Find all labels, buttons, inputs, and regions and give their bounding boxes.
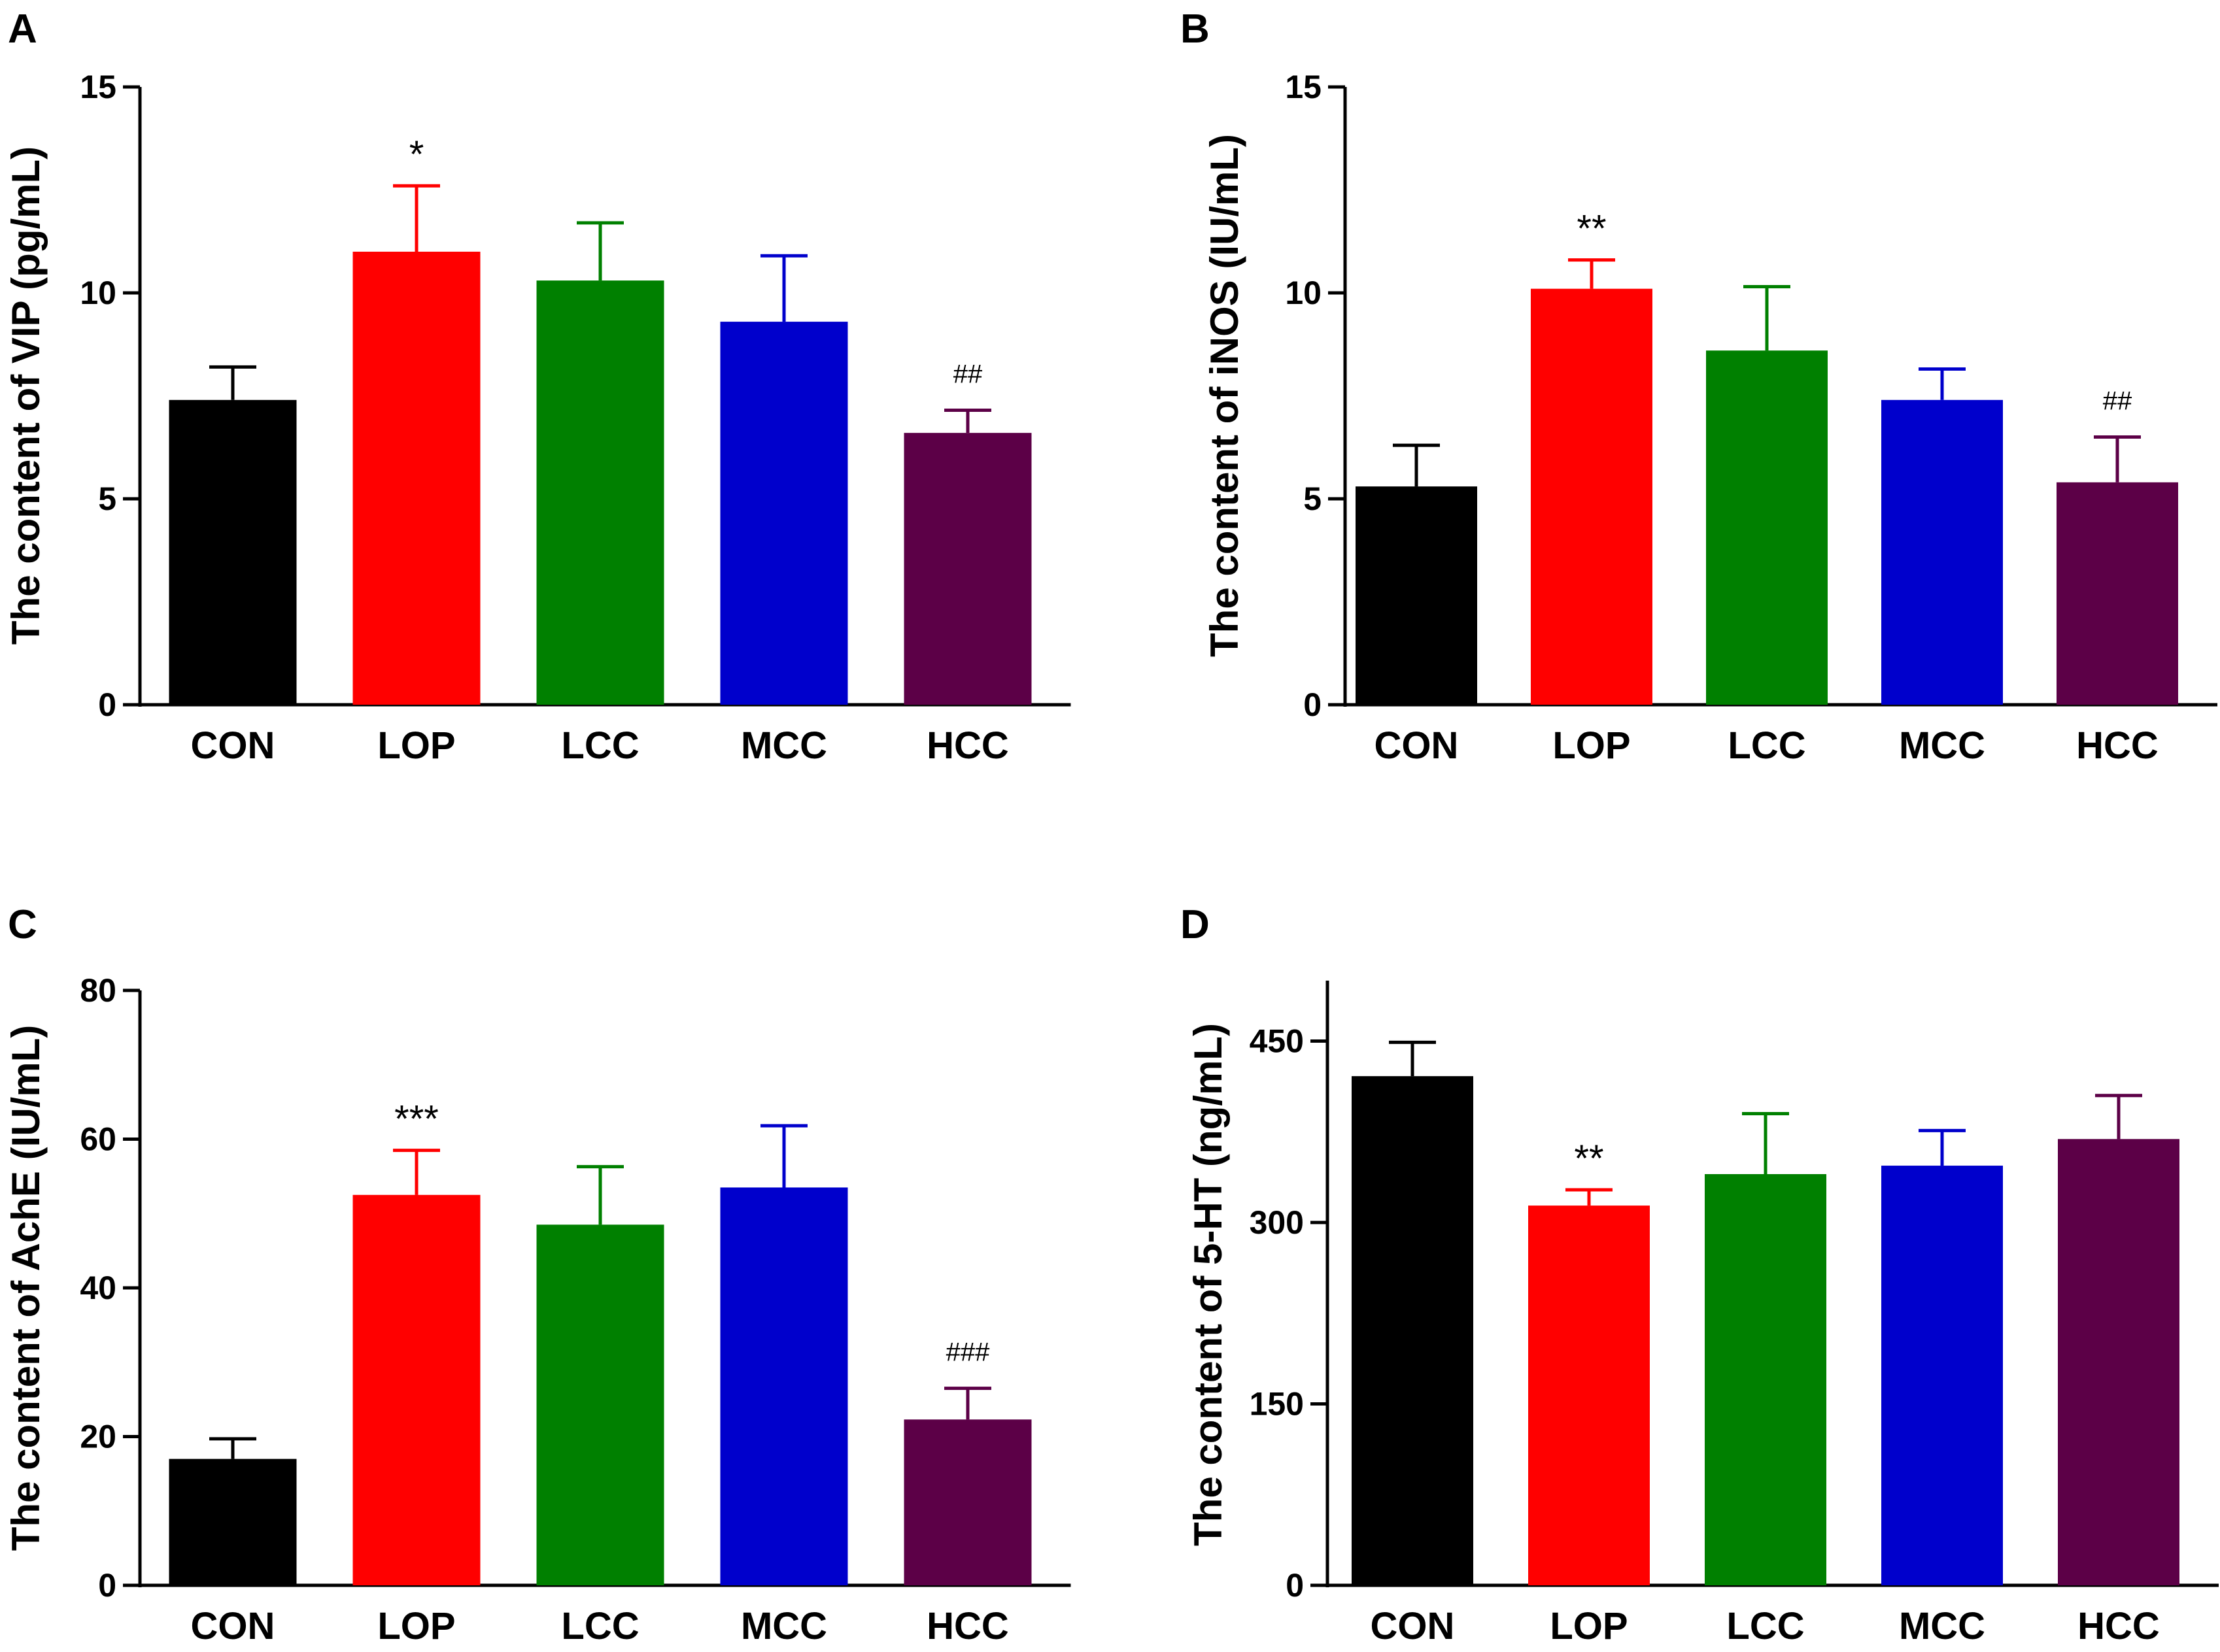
bar-lcc — [536, 280, 664, 705]
x-tick-label: LOP — [1552, 724, 1630, 767]
x-tick-label: CON — [1375, 724, 1459, 767]
bar-con — [169, 1458, 297, 1585]
y-tick-label: 20 — [80, 1419, 116, 1455]
panel-letter: A — [8, 7, 37, 52]
bar-mcc — [1881, 1166, 2003, 1585]
panel-letter: B — [1180, 7, 1210, 52]
x-tick-label: HCC — [2076, 724, 2159, 767]
x-tick-label: LCC — [561, 1605, 639, 1647]
x-tick-label: LOP — [377, 724, 455, 767]
y-axis-title: The content of 5-HT (ng/mL) — [1186, 1023, 1230, 1546]
significance-label: *** — [394, 1098, 439, 1141]
bar-lop — [1528, 1205, 1650, 1585]
y-tick-label: 5 — [1303, 480, 1322, 517]
y-tick-label: 40 — [80, 1270, 116, 1306]
y-tick-label: 0 — [98, 686, 116, 723]
significance-label: ** — [1574, 1138, 1603, 1180]
panel-letter: D — [1180, 902, 1210, 947]
bar-lop — [352, 1194, 481, 1585]
x-tick-label: LCC — [561, 724, 639, 767]
y-tick-label: 10 — [1285, 275, 1322, 311]
y-tick-label: 0 — [1286, 1567, 1304, 1604]
significance-label: ## — [2103, 387, 2132, 416]
x-tick-label: MCC — [1899, 1605, 1985, 1647]
y-tick-label: 150 — [1250, 1386, 1304, 1423]
bar-mcc — [720, 1187, 848, 1585]
bar-con — [1356, 486, 1477, 705]
bar-con — [169, 399, 297, 705]
x-tick-label: LOP — [377, 1605, 455, 1647]
panel-c: C 0 20 40 60 80 The content of AchE (IU/mL) CON… — [4, 902, 1071, 1647]
bar-hcc — [2058, 1139, 2179, 1585]
significance-label: ### — [946, 1338, 990, 1367]
x-tick-label: MCC — [1899, 724, 1985, 767]
x-tick-label: CON — [1371, 1605, 1455, 1647]
y-tick-label: 0 — [98, 1567, 116, 1604]
bar-lcc — [1706, 350, 1828, 705]
x-tick-label: HCC — [927, 724, 1009, 767]
bar-mcc — [720, 322, 848, 705]
y-axis-title: The content of iNOS (IU/mL) — [1203, 134, 1246, 657]
x-tick-label: MCC — [741, 1605, 827, 1647]
panel-b: B 0 5 10 15 The content of iNOS (IU/mL) CON ** L… — [1180, 7, 2217, 767]
x-tick-label: MCC — [741, 724, 827, 767]
panel-d: D 0 150 300 450 The content of 5-HT (ng/mL) CO… — [1180, 902, 2219, 1647]
x-tick-label: LCC — [1728, 724, 1805, 767]
bar-hcc — [904, 433, 1032, 705]
y-axis-title: The content of VIP (pg/mL) — [4, 146, 48, 645]
x-tick-label: HCC — [927, 1605, 1009, 1647]
panel-letter: C — [8, 902, 37, 947]
y-tick-label: 15 — [80, 69, 116, 105]
y-tick-label: 0 — [1303, 686, 1322, 723]
y-tick-label: 15 — [1285, 69, 1322, 105]
significance-label: * — [409, 133, 424, 176]
y-tick-label: 5 — [98, 480, 116, 517]
panel-a: A 0 5 10 15 The content of VIP (pg/mL) CON * LOP… — [4, 7, 1071, 767]
bar-con — [1352, 1076, 1473, 1585]
y-tick-label: 10 — [80, 275, 116, 311]
x-tick-label: CON — [191, 1605, 275, 1647]
x-tick-label: CON — [191, 724, 275, 767]
bar-lop — [352, 252, 481, 705]
significance-label: ** — [1577, 208, 1606, 250]
significance-label: ## — [953, 360, 983, 389]
bar-lcc — [536, 1224, 664, 1585]
bar-hcc — [2057, 482, 2178, 705]
x-tick-label: LCC — [1726, 1605, 1804, 1647]
y-tick-label: 60 — [80, 1121, 116, 1158]
x-tick-label: LOP — [1550, 1605, 1628, 1647]
x-tick-label: HCC — [2077, 1605, 2160, 1647]
y-axis-title: The content of AchE (IU/mL) — [4, 1025, 48, 1551]
bar-mcc — [1881, 399, 2003, 705]
y-tick-label: 300 — [1250, 1204, 1304, 1241]
bar-lop — [1531, 288, 1652, 705]
y-tick-label: 450 — [1250, 1023, 1304, 1060]
bar-lcc — [1705, 1174, 1826, 1585]
y-tick-label: 80 — [80, 972, 116, 1009]
bar-hcc — [904, 1419, 1032, 1585]
